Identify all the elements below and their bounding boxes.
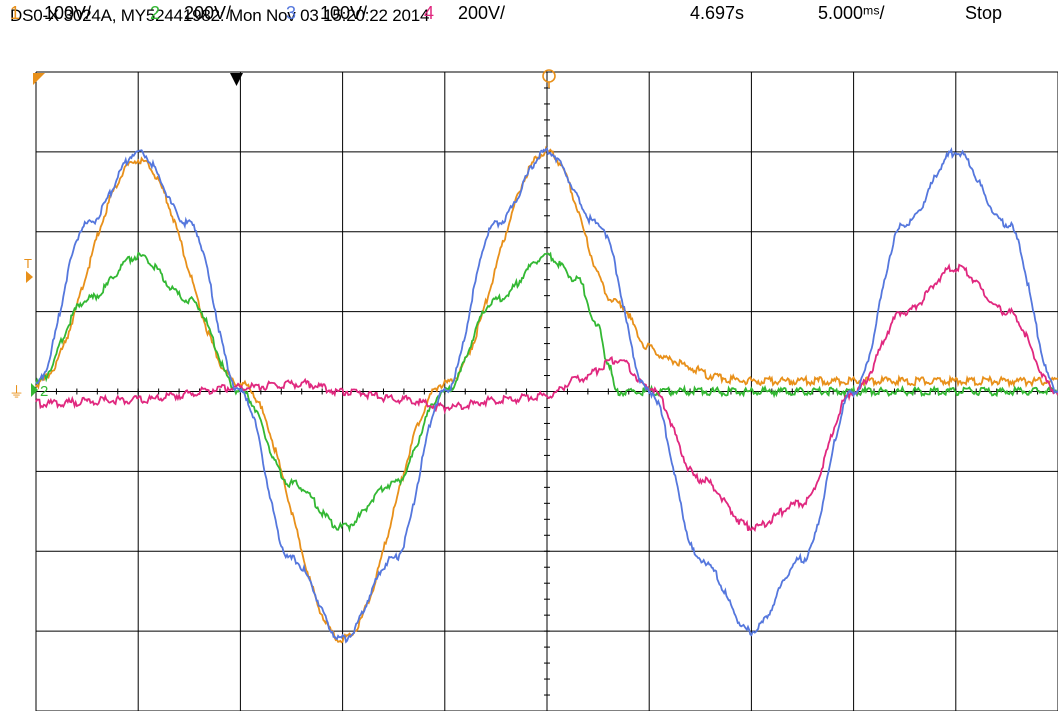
scope-title: DS0-X 3024A, MY52441982: Mon Nov 03 15:2… xyxy=(10,6,430,25)
trigger-level-marker[interactable] xyxy=(26,271,33,283)
timebase[interactable]: 5.000ᵐˢ/ xyxy=(818,3,885,23)
ch2-number[interactable]: 2 xyxy=(150,3,161,23)
title-bar: DS0-X 3024A, MY52441982: Mon Nov 03 15:2… xyxy=(10,6,429,26)
ch3-number[interactable]: 3 xyxy=(286,3,297,23)
ch2-scale[interactable]: 200V/ xyxy=(184,3,232,23)
trace-ch3 xyxy=(35,146,1058,644)
trigger-level-label: T xyxy=(24,256,32,271)
trigger-delay[interactable]: 4.697s xyxy=(690,3,745,23)
ch3-scale[interactable]: 100V/ xyxy=(320,3,368,23)
ground-icon: ⏚ xyxy=(9,383,24,401)
ch4-scale[interactable]: 200V/ xyxy=(458,3,506,23)
ch1-position-marker[interactable] xyxy=(33,73,45,85)
ch4-number[interactable]: 4 xyxy=(424,3,435,23)
traces xyxy=(35,145,1058,644)
trace-ch4 xyxy=(35,263,1058,532)
markers: T ⏚ 2 xyxy=(9,69,556,401)
ch2-ground-label: 2 xyxy=(40,383,48,400)
ch1-number[interactable]: 1 xyxy=(10,3,21,23)
ch1-scale[interactable]: 100V/ xyxy=(44,3,92,23)
trigger-position-marker[interactable] xyxy=(230,73,243,86)
trace-ch2 xyxy=(35,251,1058,533)
run-state[interactable]: Stop xyxy=(965,3,1003,23)
channel-status-bar: 1 100V/ 2 200V/ 3 100V/ 4 200V/ 4.697s 5… xyxy=(0,0,1058,30)
ch-ground-marker-arrow[interactable] xyxy=(31,383,38,397)
